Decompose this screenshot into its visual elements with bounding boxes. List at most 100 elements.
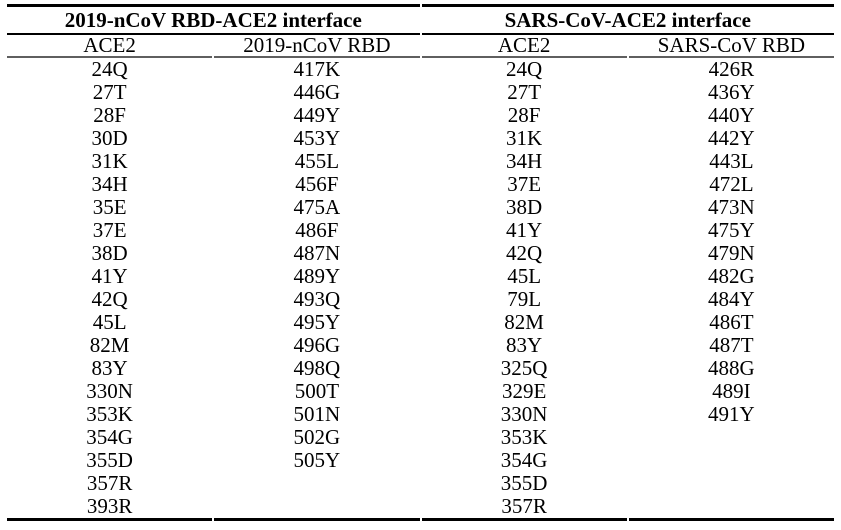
section-title-sars-cov-interface: SARS-CoV-ACE2 interface — [421, 4, 834, 35]
table-row: 393R 357R — [7, 495, 834, 521]
residue-cell — [629, 472, 834, 495]
residue-cell — [629, 426, 834, 449]
residue-cell: 45L — [92, 311, 127, 334]
residue-cell: 475Y — [708, 219, 755, 242]
table-row: 355D 505Y 354G — [7, 449, 834, 472]
table-row: 34H 456F 37E 472L — [7, 173, 834, 196]
table-row: 353K 501N 330N 491Y — [7, 403, 834, 426]
residue-cell: 38D — [506, 196, 543, 219]
residue-cell: 41Y — [506, 219, 543, 242]
residue-cell: 79L — [507, 288, 542, 311]
residue-cell: 42Q — [506, 242, 543, 265]
interface-residues-table: 2019-nCoV RBD-ACE2 interface SARS-CoV-AC… — [5, 4, 836, 521]
section-title-2019-ncov-interface: 2019-nCoV RBD-ACE2 interface — [7, 4, 420, 35]
residue-cell: 325Q — [500, 357, 548, 380]
residue-cell: 498Q — [293, 357, 341, 380]
residue-cell: 82M — [504, 311, 544, 334]
residue-cell: 486T — [709, 311, 754, 334]
residue-cell: 443L — [709, 150, 754, 173]
residue-cell: 38D — [91, 242, 128, 265]
table-body: 24Q 417K 24Q 426R 27T 446G 27T 436Y 28F 449Y 28F 44… — [7, 58, 834, 521]
residue-cell: 501N — [293, 403, 341, 426]
residue-cell: 495Y — [293, 311, 341, 334]
residue-cell: 329E — [501, 380, 547, 403]
residue-cell: 455L — [294, 150, 340, 173]
table-row: 45L 495Y 82M 486T — [7, 311, 834, 334]
residue-cell: 42Q — [91, 288, 128, 311]
residue-cell: 37E — [92, 219, 127, 242]
residue-cell: 34H — [506, 150, 543, 173]
column-header-ace2-left: ACE2 — [7, 35, 213, 58]
residue-cell: 24Q — [506, 58, 543, 81]
table-row: 27T 446G 27T 436Y — [7, 81, 834, 104]
residue-cell: 436Y — [708, 81, 755, 104]
residue-cell: 472L — [709, 173, 754, 196]
residue-cell: 28F — [93, 104, 126, 127]
residue-cell: 30D — [91, 127, 128, 150]
residue-cell: 475A — [293, 196, 341, 219]
column-header-row: ACE2 2019-nCoV RBD ACE2 SARS-CoV RBD — [7, 35, 834, 58]
residue-cell: 83Y — [91, 357, 128, 380]
table-row: 41Y 489Y 45L 482G — [7, 265, 834, 288]
residue-cell: 449Y — [293, 104, 341, 127]
table-row: 24Q 417K 24Q 426R — [7, 58, 834, 81]
residue-cell: 417K — [293, 58, 341, 81]
residue-cell: 479N — [708, 242, 755, 265]
residue-cell: 83Y — [506, 334, 543, 357]
table-row: 30D 453Y 31K 442Y — [7, 127, 834, 150]
residue-cell: 354G — [500, 449, 548, 472]
column-header-ace2-right: ACE2 — [421, 35, 627, 58]
table-row: 82M 496G 83Y 487T — [7, 334, 834, 357]
table-row: 28F 449Y 28F 440Y — [7, 104, 834, 127]
column-header-sars-cov-rbd: SARS-CoV RBD — [628, 35, 834, 58]
residue-cell: 440Y — [708, 104, 755, 127]
table-row: 35E 475A 38D 473N — [7, 196, 834, 219]
residue-cell: 41Y — [91, 265, 128, 288]
residue-cell: 330N — [86, 380, 133, 403]
residue-cell: 487T — [709, 334, 754, 357]
column-header-2019-ncov-rbd: 2019-nCoV RBD — [214, 35, 420, 58]
residue-cell: 496G — [293, 334, 341, 357]
residue-cell: 426R — [708, 58, 755, 81]
table-row: 38D 487N 42Q 479N — [7, 242, 834, 265]
residue-cell: 330N — [500, 403, 548, 426]
table-row: 83Y 498Q 325Q 488G — [7, 357, 834, 380]
residue-cell: 489Y — [293, 265, 341, 288]
residue-cell: 355D — [500, 472, 548, 495]
residue-cell: 353K — [500, 426, 548, 449]
residue-cell: 24Q — [91, 58, 128, 81]
residue-cell: 482G — [708, 265, 755, 288]
residue-cell: 493Q — [293, 288, 341, 311]
residue-cell: 505Y — [293, 449, 341, 472]
table-row: 330N 500T 329E 489I — [7, 380, 834, 403]
residue-cell: 473N — [708, 196, 755, 219]
residue-cell: 486F — [295, 219, 339, 242]
residue-cell: 35E — [92, 196, 127, 219]
residue-cell: 453Y — [293, 127, 341, 150]
residue-cell: 353K — [86, 403, 133, 426]
residue-cell — [629, 449, 834, 472]
residue-cell: 357R — [421, 495, 627, 521]
residue-cell: 487N — [293, 242, 341, 265]
residue-cell: 488G — [708, 357, 755, 380]
residue-cell: 500T — [294, 380, 340, 403]
table-row: 354G 502G 353K — [7, 426, 834, 449]
residue-cell: 354G — [86, 426, 133, 449]
residue-cell: 27T — [507, 81, 542, 104]
residue-cell: 31K — [91, 150, 128, 173]
residue-cell: 28F — [507, 104, 541, 127]
residue-cell — [214, 495, 420, 521]
residue-cell: 27T — [92, 81, 127, 104]
residue-cell: 34H — [91, 173, 128, 196]
residue-cell: 37E — [507, 173, 542, 196]
residue-cell: 393R — [7, 495, 213, 521]
residue-cell: 491Y — [708, 403, 755, 426]
residue-cell — [628, 495, 834, 521]
residue-cell: 502G — [293, 426, 341, 449]
residue-cell: 442Y — [708, 127, 755, 150]
residue-cell: 446G — [293, 81, 341, 104]
residue-cell: 357R — [86, 472, 133, 495]
section-header-row: 2019-nCoV RBD-ACE2 interface SARS-CoV-AC… — [7, 4, 834, 35]
residue-cell: 45L — [507, 265, 542, 288]
residue-cell: 31K — [506, 127, 543, 150]
